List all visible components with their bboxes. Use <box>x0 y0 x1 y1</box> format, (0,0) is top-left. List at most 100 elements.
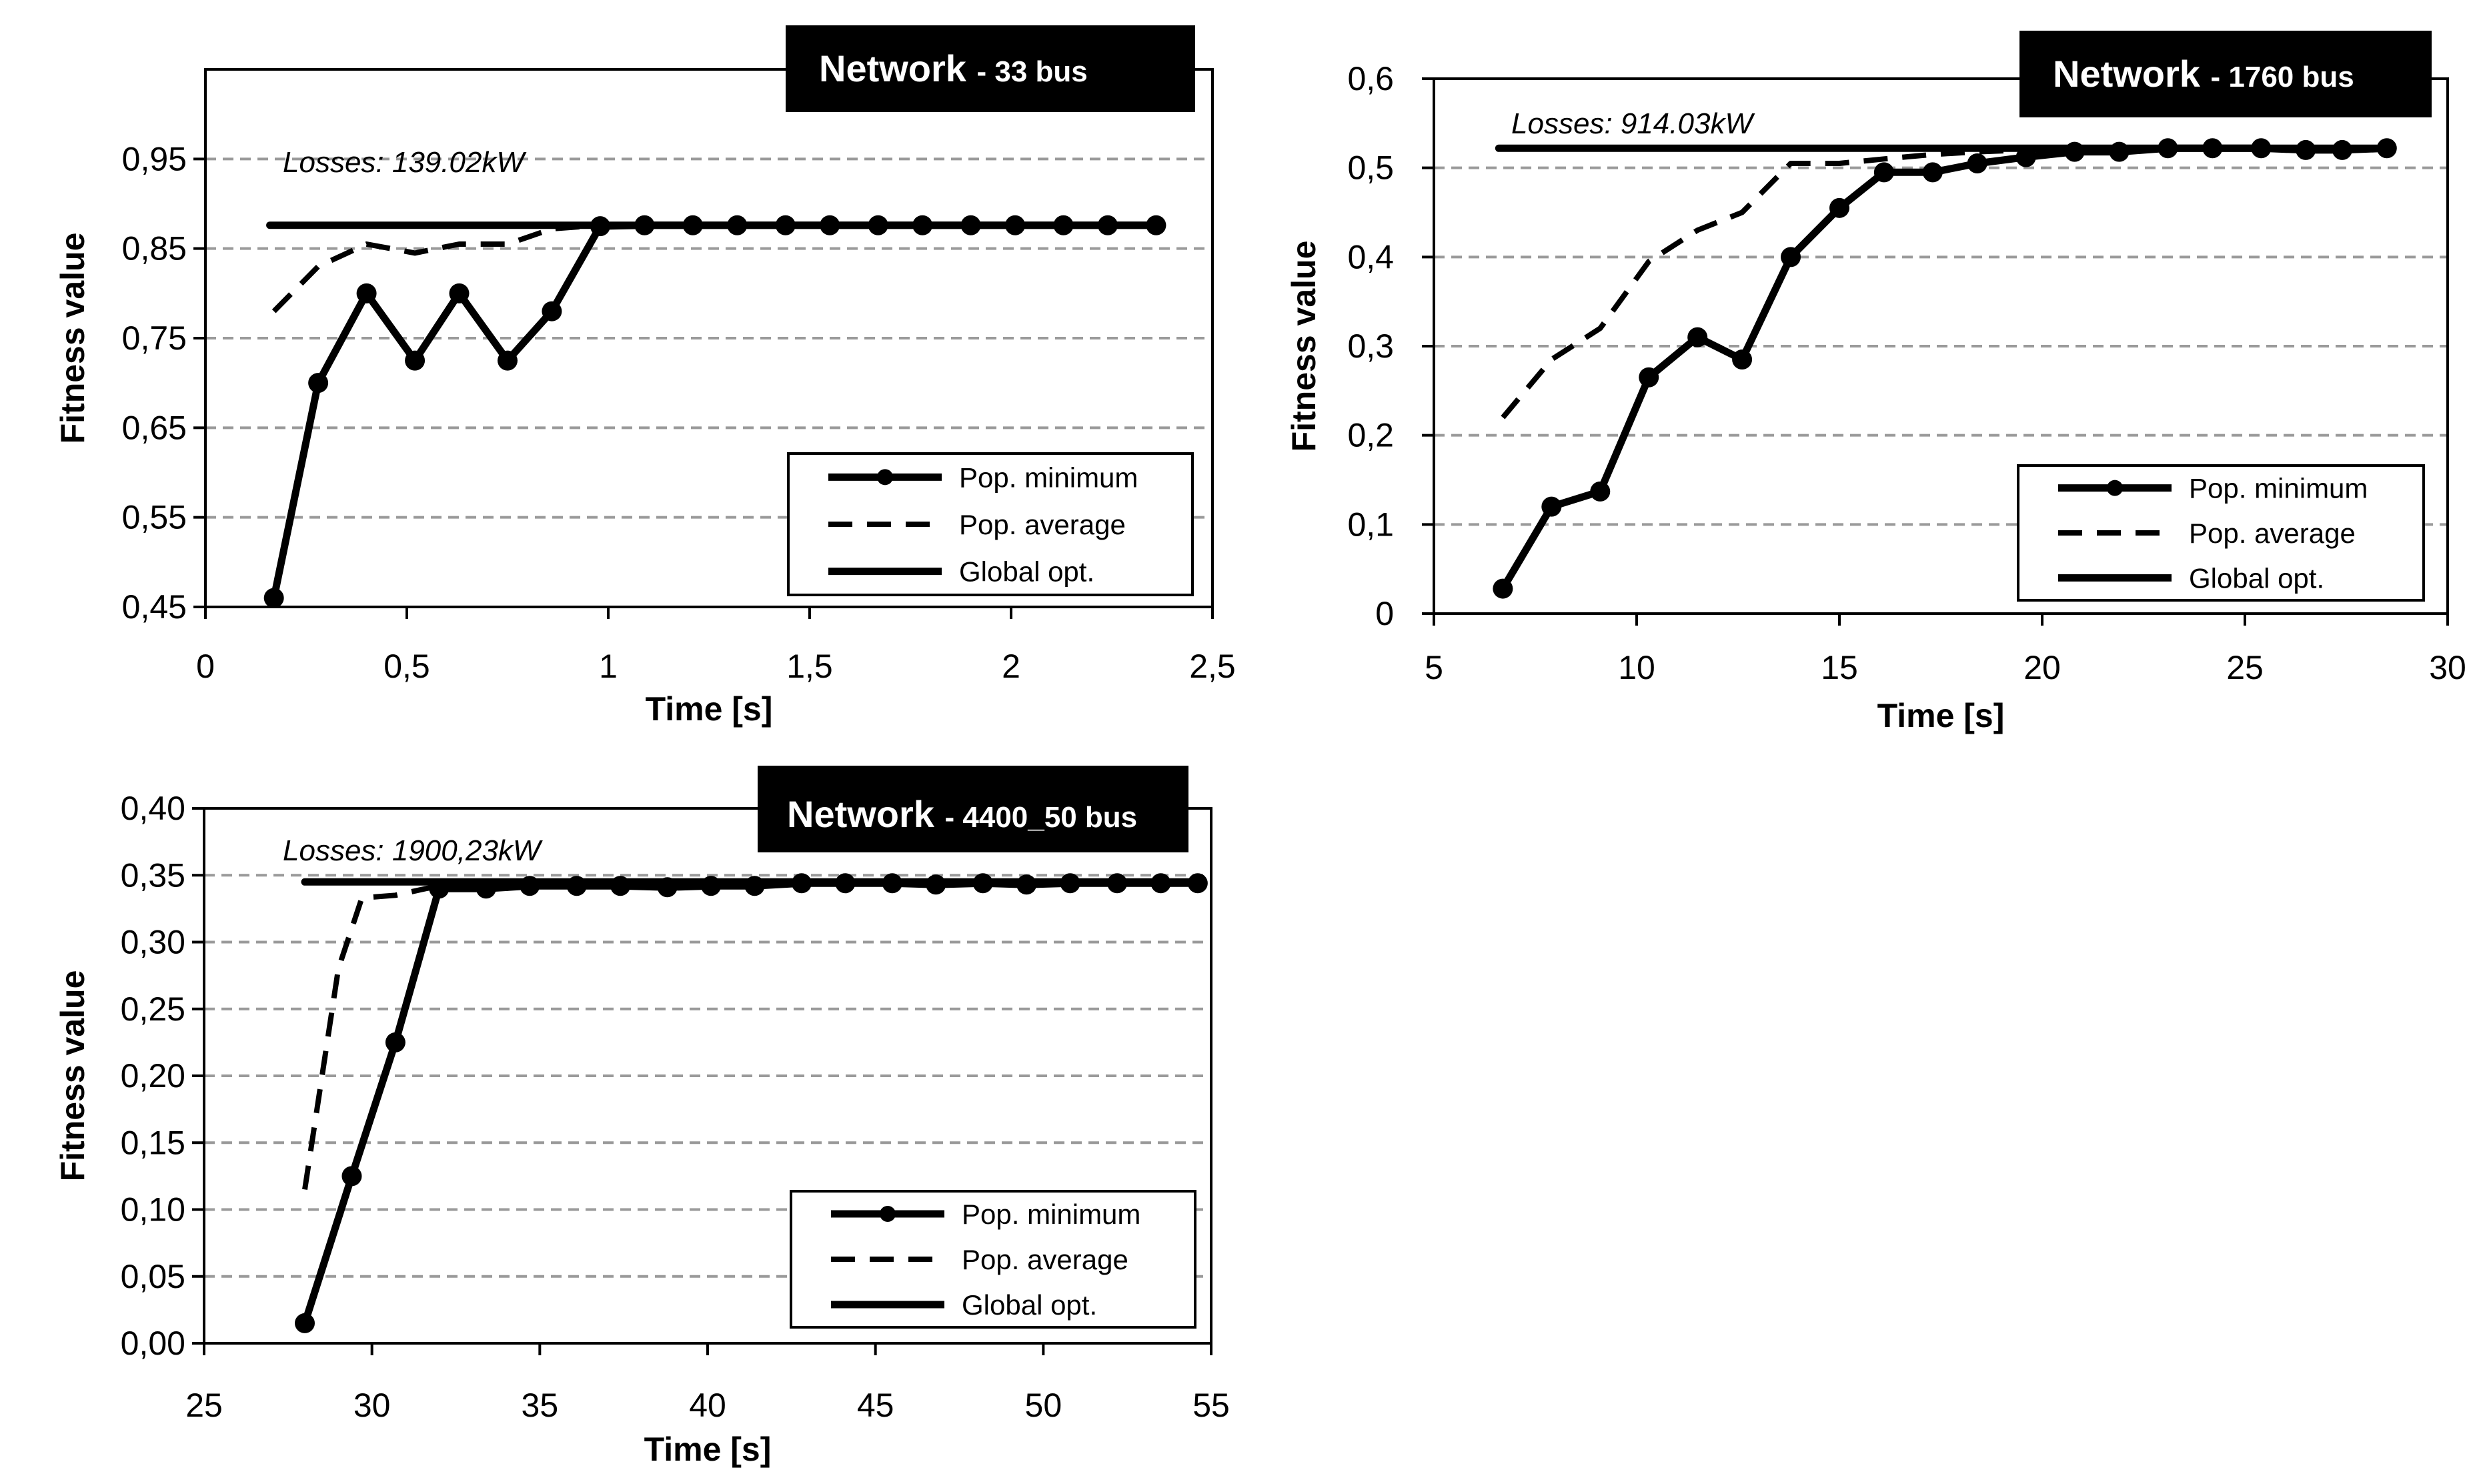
data-point-marker <box>385 1032 405 1052</box>
legend-label: Global opt. <box>959 556 1094 588</box>
chart-title-main: Network <box>787 793 945 835</box>
series-line-pop-average <box>271 222 1156 313</box>
y-tick-label: 0,4 <box>1347 238 1394 275</box>
chart-title-main: Network <box>819 47 977 89</box>
y-tick-label: 0,55 <box>122 499 187 536</box>
legend-label: Pop. average <box>959 509 1126 540</box>
data-point-marker <box>498 350 518 371</box>
y-tick-label: 0,05 <box>121 1258 185 1295</box>
chart-title-main: Network <box>2053 53 2211 95</box>
y-tick-label: 0,5 <box>1347 149 1394 187</box>
x-tick-label: 5 <box>1425 649 1443 686</box>
y-tick-label: 0,2 <box>1347 417 1394 454</box>
legend-label: Pop. minimum <box>959 462 1138 493</box>
x-tick-label: 30 <box>2429 649 2466 686</box>
data-point-marker <box>1781 247 1801 267</box>
y-axis-title: Fitness value <box>54 233 91 444</box>
data-point-marker <box>449 283 470 303</box>
x-tick-label: 25 <box>2226 649 2264 686</box>
data-point-marker <box>1493 578 1513 599</box>
title-box <box>2019 31 2432 117</box>
legend-label: Global opt. <box>2189 562 2324 594</box>
legend: Pop. minimum Pop. average Global opt. <box>2017 464 2425 602</box>
chart-panel-1: 0,45 0,55 0,65 0,75 0,85 0,95 0 0,5 1 1,5 2 2,5 Time… <box>54 25 1236 728</box>
legend-label: Pop. average <box>962 1244 1128 1275</box>
data-point-marker <box>263 588 284 608</box>
x-axis-title: Time [s] <box>1877 697 2005 734</box>
legend: Pop. minimum Pop. average Global opt. <box>787 452 1194 596</box>
x-tick-label: 2,5 <box>1189 648 1236 685</box>
legend-marker <box>877 469 893 486</box>
y-tick-label: 0,20 <box>121 1057 185 1094</box>
y-tick-label: 0,45 <box>122 588 187 626</box>
y-axis-title: Fitness value <box>54 970 91 1182</box>
y-tick-label: 0,85 <box>122 230 187 267</box>
losses-annotation: Losses: 139.02kW <box>283 146 526 179</box>
legend-label: Pop. minimum <box>2189 473 2368 504</box>
x-axis-title: Time [s] <box>644 1431 772 1468</box>
series-line-pop-average <box>1501 145 2387 420</box>
chart-title-suffix: - 1760 bus <box>2211 61 2354 93</box>
data-point-marker <box>1639 367 1659 388</box>
x-tick-label: 0,5 <box>383 648 430 685</box>
y-tick-label: 0,1 <box>1347 506 1394 543</box>
x-tick-label: 55 <box>1192 1387 1230 1424</box>
chart-title: Network - 33 bus <box>819 47 1088 89</box>
legend: Pop. minimum Pop. average Global opt. <box>790 1190 1196 1329</box>
y-tick-label: 0,25 <box>121 990 185 1028</box>
data-point-marker <box>341 1166 362 1187</box>
y-tick-label: 0,30 <box>121 924 185 961</box>
x-tick-label: 1,5 <box>786 648 833 685</box>
title-box <box>758 766 1188 852</box>
x-tick-label: 50 <box>1025 1387 1062 1424</box>
legend-marker <box>2107 480 2123 496</box>
x-tick-label: 45 <box>857 1387 894 1424</box>
legend-label: Global opt. <box>962 1289 1097 1321</box>
data-point-marker <box>1541 496 1562 517</box>
data-point-marker <box>405 350 426 371</box>
y-tick-label: 0,35 <box>121 856 185 894</box>
x-tick-label: 0 <box>196 648 215 685</box>
x-tick-label: 1 <box>599 648 618 685</box>
y-tick-label: 0,75 <box>122 319 187 357</box>
data-point-marker <box>356 283 377 303</box>
y-tick-label: 0,6 <box>1347 60 1394 97</box>
data-point-marker <box>308 373 329 394</box>
data-point-marker <box>295 1313 315 1333</box>
data-point-marker <box>1732 349 1753 370</box>
chart-panel-3: 0,00 0,05 0,10 0,15 0,20 0,25 0,30 0,35 0,40 25 30… <box>54 766 1230 1468</box>
y-axis-title: Fitness value <box>1285 241 1323 452</box>
data-point-marker <box>1829 197 1849 218</box>
y-tick-label: 0 <box>1375 595 1394 632</box>
y-tick-label: 0,15 <box>121 1124 185 1161</box>
chart-title: Network - 4400_50 bus <box>787 793 1137 835</box>
losses-annotation: Losses: 1900,23kW <box>283 834 543 867</box>
x-axis-title: Time [s] <box>646 690 773 728</box>
data-point-marker <box>1687 327 1708 347</box>
x-tick-label: 30 <box>353 1387 391 1424</box>
y-tick-label: 0,3 <box>1347 327 1394 365</box>
chart-title-suffix: - 33 bus <box>977 55 1088 88</box>
data-point-marker <box>1967 153 1987 173</box>
chart-title: Network - 1760 bus <box>2053 53 2354 95</box>
data-point-marker <box>542 301 562 321</box>
chart-title-suffix: - 4400_50 bus <box>945 801 1138 834</box>
legend-label: Pop. minimum <box>962 1199 1140 1230</box>
legend-marker <box>880 1206 896 1222</box>
x-tick-label: 2 <box>1002 648 1020 685</box>
x-tick-label: 10 <box>1618 649 1655 686</box>
losses-annotation: Losses: 914.03kW <box>1511 107 1755 140</box>
data-point-marker <box>1873 162 1894 183</box>
x-tick-label: 15 <box>1821 649 1858 686</box>
x-tick-label: 35 <box>522 1387 559 1424</box>
x-tick-label: 25 <box>185 1387 223 1424</box>
x-tick-label: 40 <box>689 1387 726 1424</box>
x-tick-label: 20 <box>2023 649 2061 686</box>
y-tick-label: 0,40 <box>121 790 185 827</box>
y-tick-label: 0,95 <box>122 140 187 177</box>
y-tick-label: 0,65 <box>122 409 187 446</box>
legend-label: Pop. average <box>2189 518 2356 549</box>
chart-panel-2: 0 0,1 0,2 0,3 0,4 0,5 0,6 5 10 15 20 25 30 Time [s] Fi… <box>1285 31 2466 734</box>
title-box <box>786 25 1195 112</box>
